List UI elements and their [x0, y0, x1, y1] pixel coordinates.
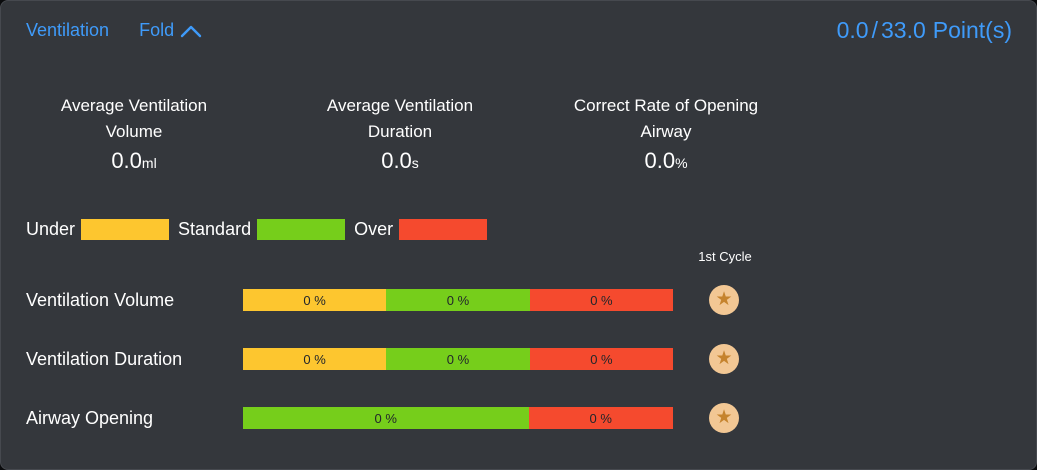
panel-title: Ventilation [26, 20, 110, 40]
bar-segment-standard: 0 % [243, 407, 529, 429]
stat-label: Average Ventilation Duration [267, 93, 533, 145]
row-ventilation-duration: Ventilation Duration 0 % 0 % 0 % ★ [26, 343, 739, 375]
legend-label-standard: Standard [178, 219, 252, 239]
row-label: Ventilation Volume [26, 289, 175, 310]
stat-unit: ml [141, 155, 157, 171]
row-airway-opening: Airway Opening 0 % 0 % ★ [26, 402, 739, 434]
stat-average-ventilation-duration: Average Ventilation Duration 0.0s [267, 93, 533, 174]
stat-value: 0.0 [381, 148, 412, 173]
score-current: 0.0 [836, 17, 869, 43]
stat-value-line: 0.0% [533, 148, 799, 174]
bar-segment-over: 0 % [529, 348, 673, 370]
stacked-bar-ventilation-duration: 0 % 0 % 0 % [243, 348, 673, 370]
score-separator: / [871, 17, 878, 43]
stat-value-line: 0.0s [267, 148, 533, 174]
bar-segment-under: 0 % [243, 289, 387, 311]
stat-value: 0.0 [111, 148, 142, 173]
stat-unit: s [411, 155, 419, 171]
stat-value: 0.0 [644, 148, 676, 173]
stat-label-line1: Average Ventilation [326, 96, 474, 115]
stat-label-line2: Duration [367, 122, 433, 141]
star-icon: ★ [715, 347, 733, 369]
bar-segment-standard: 0 % [386, 289, 530, 311]
bar-segment-over: 0 % [529, 289, 673, 311]
stat-correct-rate-opening-airway: Correct Rate of Opening Airway 0.0% [533, 93, 799, 174]
legend-label-over: Over [354, 219, 394, 239]
stat-label: Average Ventilation Volume [1, 93, 267, 145]
cycle-star-badge: ★ [709, 403, 739, 433]
star-icon: ★ [715, 288, 733, 310]
fold-button-label: Fold [139, 20, 175, 40]
stat-label: Correct Rate of Opening Airway [533, 93, 799, 145]
stat-label-line2: Volume [105, 122, 163, 141]
score-total: 33.0 [880, 17, 926, 43]
stat-label-line1: Average Ventilation [60, 96, 208, 115]
stat-label-line2: Airway [640, 122, 692, 141]
bar-segment-under: 0 % [243, 348, 387, 370]
bar-segment-over: 0 % [528, 407, 673, 429]
stat-label-line1: Correct Rate of Opening [573, 96, 759, 115]
stacked-bar-ventilation-volume: 0 % 0 % 0 % [243, 289, 673, 311]
fold-button[interactable]: Fold [139, 20, 202, 41]
row-label: Ventilation Duration [26, 348, 183, 369]
legend: Under Standard Over [26, 219, 496, 240]
star-icon: ★ [715, 406, 733, 428]
chevron-up-icon [180, 25, 202, 38]
metric-rows: Ventilation Volume 0 % 0 % 0 % ★ Ventilati… [26, 284, 739, 461]
row-ventilation-volume: Ventilation Volume 0 % 0 % 0 % ★ [26, 284, 739, 316]
score-unit: Point(s) [932, 17, 1012, 43]
stat-value-line: 0.0ml [1, 148, 267, 174]
legend-swatch-over [399, 219, 488, 240]
score-display: 0.0 / 33.0 Point(s) [837, 17, 1012, 44]
legend-swatch-standard [257, 219, 346, 240]
cycle-column-header: 1st Cycle [698, 249, 752, 264]
bar-segment-standard: 0 % [386, 348, 530, 370]
cycle-star-badge: ★ [709, 344, 739, 374]
stat-unit: % [675, 155, 688, 171]
row-label: Airway Opening [26, 407, 154, 428]
legend-label-under: Under [26, 219, 76, 239]
cycle-star-badge: ★ [709, 285, 739, 315]
legend-swatch-under [81, 219, 170, 240]
panel-header: Ventilation Fold 0.0 / 33.0 Point(s) [26, 17, 1012, 44]
stacked-bar-airway-opening: 0 % 0 % [243, 407, 673, 429]
stat-average-ventilation-volume: Average Ventilation Volume 0.0ml [1, 93, 267, 174]
summary-stats: Average Ventilation Volume 0.0ml Average… [1, 93, 799, 174]
